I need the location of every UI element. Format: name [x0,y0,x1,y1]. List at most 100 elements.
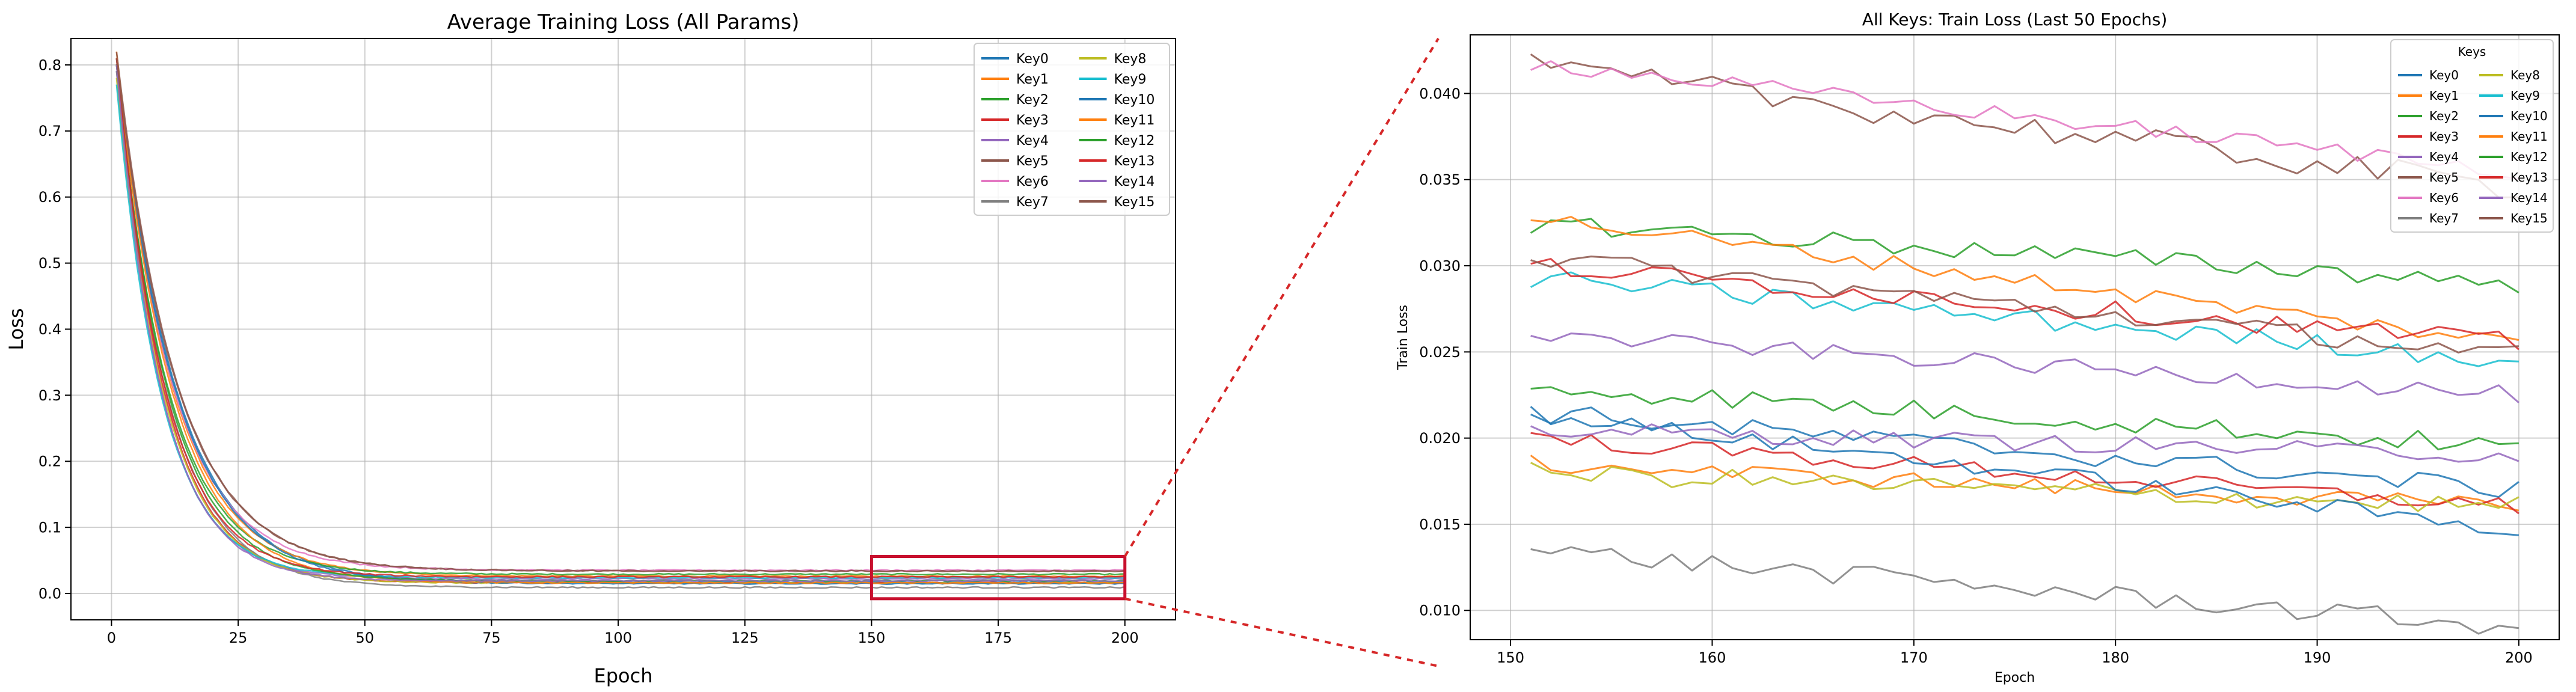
chart-panel-0: 0 25 50 75 100 125 150 175 200 0.0 0.1 0.2 0.3 0.4 0.5… [5,10,1176,687]
legend-box [2390,39,2554,233]
series-line-key5 [1530,53,2519,198]
y-tick-label: 0.010 [1419,602,1461,619]
x-tick-label: 190 [2304,649,2331,666]
series-line-key3 [1530,432,2519,515]
legend-label: Key12 [1114,133,1155,149]
x-tick-label: 100 [604,629,632,646]
legend-label: Key1 [1016,72,1049,87]
y-tick-label: 0.7 [38,123,61,139]
legend-label: Key14 [2510,191,2548,205]
series-line-key10 [1530,406,2519,536]
y-tick-label: 0.040 [1419,85,1461,102]
series-line-key14 [115,64,1125,583]
legend-title: Keys [2458,44,2486,59]
legend-label: Key4 [2429,150,2459,164]
x-tick-label: 180 [2102,649,2129,666]
legend-label: Key11 [1114,113,1155,128]
grid-lines [71,38,1176,620]
legend-label: Key10 [2510,109,2548,123]
x-tick-label: 160 [1699,649,1726,666]
x-tick-label: 200 [2505,649,2533,666]
y-tick-label: 0.8 [38,57,61,73]
x-tick-label: 25 [229,629,248,646]
legend-label: Key9 [1114,72,1147,87]
legend-box [974,43,1170,216]
series-line-key14 [1530,423,2519,463]
series-line-key13 [115,58,1125,578]
legend-label: Key10 [1114,93,1155,108]
legend-label: Key4 [1016,133,1049,149]
legend-label: Key15 [1114,195,1155,210]
series-line-key2 [115,64,1125,576]
x-tick-label: 75 [482,629,501,646]
series-line-key13 [1530,258,2519,351]
legend-label: Key8 [1114,52,1147,67]
y-tick-label: 0.020 [1419,430,1461,447]
legend-label: Key8 [2510,68,2540,82]
legend-label: Key12 [2510,150,2548,164]
y-tick-label: 0.5 [38,255,61,272]
legend-label: Key13 [1114,154,1155,169]
x-axis-label: Epoch [594,664,653,687]
x-tick-label: 150 [1497,649,1524,666]
y-tick-label: 0.0 [38,585,61,602]
plot-frame [70,38,1176,620]
chart-panel-1: 150 160 170 180 190 200 0.010 0.015 0.020 0.025 0.… [1396,10,2560,685]
x-tick-label: 175 [984,629,1012,646]
series-line-key2 [1530,218,2519,294]
series-line-key7 [1530,546,2519,635]
x-tick-label: 0 [107,629,116,646]
zoom-region-box [869,555,1127,601]
series-line-key0 [1530,406,2519,498]
y-tick-label: 0.035 [1419,171,1461,188]
chart-title: All Keys: Train Loss (Last 50 Epochs) [1862,10,2168,29]
x-tick-label: 200 [1111,629,1139,646]
y-axis-label: Loss [5,308,28,350]
x-tick-label: 150 [857,629,885,646]
series-group [115,51,1125,589]
plot-frame [1470,34,2560,640]
x-tick-label: 125 [731,629,759,646]
series-line-key1 [1530,455,2519,512]
legend: Keys Key0 Key1 Key2 Key3 Key4 Key5 Key6 Key7 Key8… [2390,39,2554,233]
legend-label: Key11 [2510,129,2548,144]
legend-label: Key13 [2510,170,2548,185]
series-line-key11 [115,57,1125,584]
series-group [1530,53,2519,635]
y-tick-label: 0.3 [38,387,61,404]
legend-label: Key2 [1016,93,1049,108]
y-tick-label: 0.6 [38,189,61,206]
legend-label: Key2 [2429,109,2459,123]
y-tick-label: 0.015 [1419,516,1461,533]
y-tick-label: 0.4 [38,321,61,338]
y-tick-label: 0.030 [1419,257,1461,274]
x-axis-label: Epoch [1995,670,2035,685]
series-line-key4 [1530,332,2519,403]
legend-label: Key1 [2429,88,2459,103]
series-line-key6 [1530,60,2519,180]
y-tick-label: 0.025 [1419,344,1461,361]
legend-label: Key5 [2429,170,2459,185]
x-tick-label: 170 [1900,649,1928,666]
y-tick-label: 0.2 [38,453,61,470]
grid-lines [1470,35,2559,640]
series-line-key12 [1530,386,2519,451]
zoom-connector-bottom [1124,597,1439,667]
series-line-key9 [1530,271,2519,367]
legend-label: Key6 [1016,174,1049,189]
legend-label: Key3 [1016,113,1049,128]
legend-label: Key0 [1016,52,1049,67]
series-line-key15 [1530,256,2519,354]
x-tick-label: 50 [355,629,374,646]
y-tick-label: 0.1 [38,519,61,536]
legend-label: Key3 [2429,129,2459,144]
y-axis-label: Train Loss [1396,305,1411,370]
legend-label: Key7 [2429,211,2459,225]
legend-label: Key0 [2429,68,2459,82]
chart-title: Average Training Loss (All Params) [447,10,800,34]
legend-label: Key6 [2429,191,2459,205]
zoom-connector-top [1124,37,1440,557]
series-line-key15 [115,58,1125,573]
legend-label: Key7 [1016,195,1049,210]
